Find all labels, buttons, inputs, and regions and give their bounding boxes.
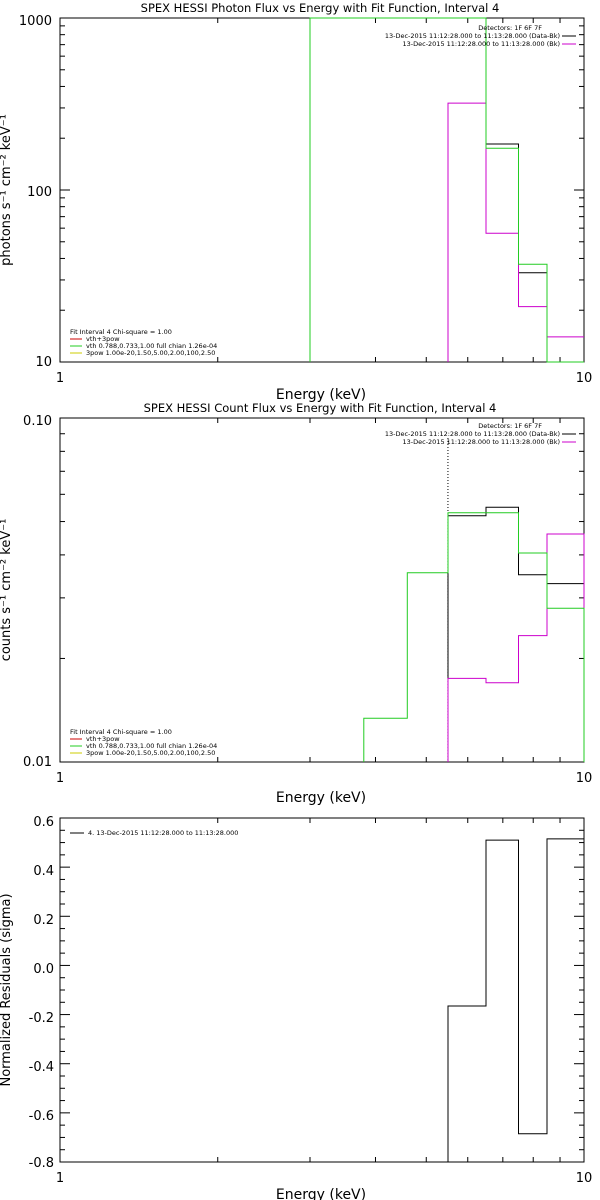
y-tick-label: -0.4 [29, 1060, 54, 1075]
fit-info-line: vth 0.788,0.733,1.00 full chian 1.26e-04 [86, 742, 217, 750]
axis-ticks [59, 17, 585, 363]
y-tick-label: 0.0 [33, 962, 54, 977]
fit-info-line: vth+3pow [86, 735, 120, 743]
series-line-green [309, 17, 584, 363]
x-tick-label: 10 [576, 771, 593, 786]
y-axis-label: Normalized Residuals (sigma) [0, 893, 14, 1086]
plot-frame [59, 417, 585, 763]
y-tick-label: 0.4 [33, 864, 54, 879]
fit-info-line: Fit Interval 4 Chi-square = 1.00 [70, 328, 172, 336]
y-tick-label: 0.01 [23, 755, 52, 770]
series-line-black [447, 838, 584, 1162]
plot-series-group [447, 838, 584, 1162]
y-tick-label: -0.6 [29, 1109, 54, 1124]
fit-info-line: vth+3pow [86, 335, 120, 343]
plot-frame [59, 17, 585, 363]
legend-item-data-bk: 13-Dec-2015 11:12:28.000 to 11:13:28.000… [385, 430, 560, 438]
y-tick-label: 10 [35, 355, 52, 370]
y-axis-label: counts s⁻¹ cm⁻² keV⁻¹ [0, 519, 14, 662]
y-axis-label: photons s⁻¹ cm⁻² keV⁻¹ [0, 114, 14, 266]
x-axis-label: Energy (keV) [276, 790, 366, 806]
legend-detectors: Detectors: 1F 6F 7F [478, 422, 542, 430]
legend-item-interval: 4. 13-Dec-2015 11:12:28.000 to 11:13:28.… [88, 829, 238, 837]
plot-frame [59, 817, 585, 1163]
x-tick-label: 1 [56, 771, 64, 786]
legend: Detectors: 1F 6F 7F 13-Dec-2015 11:12:28… [385, 422, 576, 446]
series-line-black [447, 506, 584, 762]
y-tick-label: -0.8 [29, 1156, 54, 1171]
chart-title: SPEX HESSI Photon Flux vs Energy with Fi… [141, 1, 500, 15]
x-tick-label: 1 [56, 1171, 64, 1186]
legend: Detectors: 1F 6F 7F 13-Dec-2015 11:12:28… [385, 24, 576, 48]
fit-info: Fit Interval 4 Chi-square = 1.00 vth+3po… [70, 728, 217, 757]
y-tick-label: 0.2 [33, 913, 54, 928]
y-tick-label: 0.6 [33, 815, 54, 830]
x-tick-label: 1 [56, 371, 64, 386]
fit-info-line: 3pow 1.00e-20,1.50,5.00,2.00,100,2.50 [86, 349, 215, 357]
x-tick-label: 10 [576, 1171, 593, 1186]
panel-count-flux: SPEX HESSI Count Flux vs Energy with Fit… [0, 401, 592, 806]
series-line-magenta [447, 102, 584, 362]
x-axis-label: Energy (keV) [276, 387, 366, 403]
series-line-magenta [447, 533, 585, 762]
axis-ticks [59, 817, 585, 1163]
y-tick-label: 100 [27, 185, 52, 200]
fit-info-line: 3pow 1.00e-20,1.50,5.00,2.00,100,2.50 [86, 749, 215, 757]
x-tick-label: 10 [576, 371, 593, 386]
series-line-green [363, 512, 585, 762]
chart-title: SPEX HESSI Count Flux vs Energy with Fit… [144, 401, 497, 415]
plot-series-group [309, 17, 584, 363]
legend-item-bk: 13-Dec-2015 11:12:28.000 to 11:13:28.000… [403, 40, 561, 48]
fit-info-line: Fit Interval 4 Chi-square = 1.00 [70, 728, 172, 736]
y-tick-label: -0.2 [29, 1011, 54, 1026]
legend-item-bk: 13-Dec-2015 11:12:28.000 to 11:13:28.000… [403, 438, 561, 446]
legend: 4. 13-Dec-2015 11:12:28.000 to 11:13:28.… [70, 829, 238, 837]
plot-series-group [363, 438, 585, 762]
panel-photon-flux: SPEX HESSI Photon Flux vs Energy with Fi… [0, 1, 592, 403]
axis-ticks [59, 417, 585, 763]
legend-item-data-bk: 13-Dec-2015 11:12:28.000 to 11:13:28.000… [385, 32, 560, 40]
y-tick-label: 1000 [19, 14, 52, 29]
legend-detectors: Detectors: 1F 6F 7F [478, 24, 542, 32]
y-tick-label: 0.10 [23, 414, 52, 429]
fit-info: Fit Interval 4 Chi-square = 1.00 vth+3po… [70, 328, 217, 357]
x-axis-label: Energy (keV) [276, 1187, 366, 1200]
series-line-black [448, 17, 584, 363]
panel-residuals: 1 10 0.6 0.4 0.2 0.0 -0.2 -0.4 -0.6 -0.8… [0, 815, 592, 1200]
fit-info-line: vth 0.788,0.733,1.00 full chian 1.26e-04 [86, 342, 217, 350]
